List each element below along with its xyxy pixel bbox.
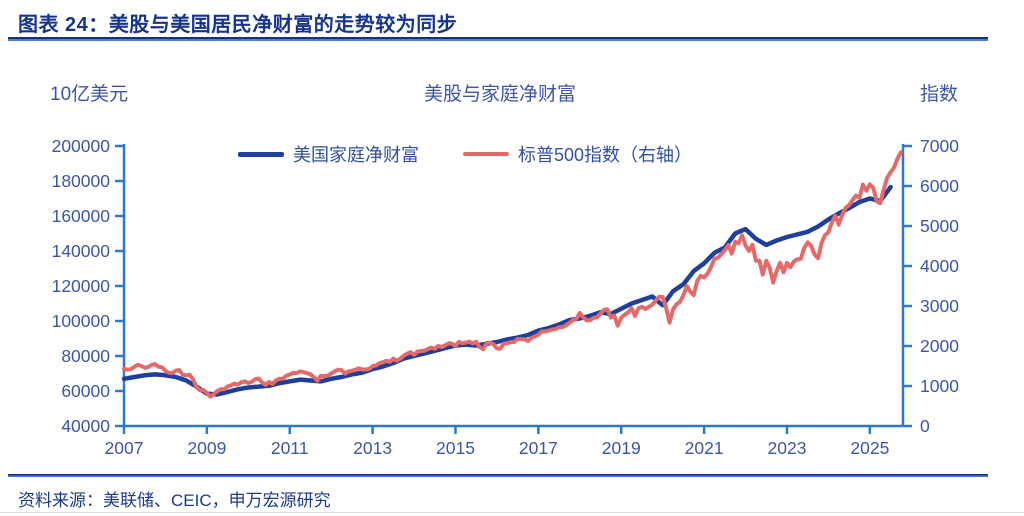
x-axis-tick-label: 2007 [105, 438, 144, 458]
x-axis-tick-label: 2009 [187, 438, 226, 458]
networth-line [121, 184, 893, 397]
section-divider [8, 474, 988, 477]
left-axis-tick-label: 180000 [52, 171, 111, 191]
chart-title: 美股与家庭净财富 [423, 84, 576, 105]
networth-line-swatch [237, 151, 284, 157]
right-axis-tick-label: 3000 [920, 296, 959, 316]
left-axis-tick-label: 140000 [52, 241, 111, 261]
right-axis-tick-label: 7000 [920, 136, 959, 156]
x-axis-tick-label: 2019 [602, 438, 641, 458]
legend-label-sp500: 标普500指数（右轴） [517, 145, 693, 165]
x-axis-tick-label: 2021 [685, 438, 724, 458]
left-axis-tick-label: 120000 [52, 276, 111, 296]
figure-title: 图表 24：美股与美国居民净财富的走势较为同步 [18, 14, 458, 36]
left-axis-tick-label: 100000 [52, 311, 111, 331]
x-axis-tick-label: 2025 [850, 438, 889, 458]
left-axis-caption: 10亿美元 [50, 84, 129, 105]
right-axis-tick-label: 1000 [920, 376, 959, 396]
left-axis-tick-label: 200000 [52, 136, 111, 156]
left-axis-tick-label: 60000 [61, 381, 110, 401]
right-axis-tick-label: 2000 [920, 336, 959, 356]
sp500-line-swatch [462, 152, 509, 156]
x-axis-tick-label: 2011 [271, 438, 309, 458]
x-axis-tick-label: 2017 [519, 438, 558, 458]
header-divider [8, 37, 988, 41]
legend-label-networth: 美国家庭净财富 [292, 145, 419, 165]
right-axis-caption: 指数 [919, 84, 958, 105]
right-axis-tick-label: 5000 [920, 216, 959, 236]
chart-legend: 美国家庭净财富 标普500指数（右轴） [160, 141, 770, 167]
right-axis-tick-label: 4000 [920, 256, 959, 276]
right-axis-tick-label: 6000 [920, 176, 959, 196]
legend-item-networth: 美国家庭净财富 [237, 141, 419, 167]
page-edge-line [0, 512, 1024, 513]
x-axis-tick-label: 2023 [768, 438, 807, 458]
x-axis-tick-label: 2015 [436, 438, 475, 458]
left-axis-tick-label: 40000 [61, 416, 110, 436]
legend-item-sp500: 标普500指数（右轴） [462, 141, 693, 167]
right-axis-tick-label: 0 [920, 416, 930, 436]
left-axis-tick-label: 160000 [52, 206, 111, 226]
x-axis-tick-label: 2013 [353, 438, 392, 458]
left-axis-tick-label: 80000 [61, 346, 110, 366]
source-note: 资料来源：美联储、CEIC，申万宏源研究 [18, 491, 331, 510]
sp500-line [122, 150, 903, 399]
